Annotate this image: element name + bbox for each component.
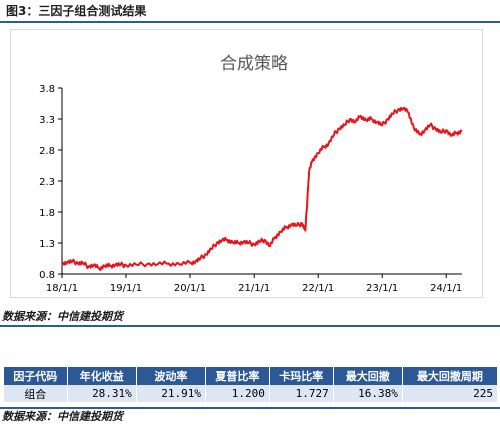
header-max-drawdown-period: 最大回撤周期 <box>402 367 499 385</box>
cell-max-drawdown-period: 225 <box>402 385 499 402</box>
mid-rule <box>0 325 500 327</box>
table-header-row: 因子代码 年化收益 波动率 夏普比率 卡玛比率 最大回撤 最大回撤周期 <box>4 367 499 385</box>
x-tick-label: 24/1/1 <box>430 283 462 294</box>
cell-sharpe: 1.200 <box>205 385 270 402</box>
header-calmar: 卡玛比率 <box>269 367 334 385</box>
cell-volatility: 21.91% <box>136 385 206 402</box>
chart-svg: 合成策略 0.8 1.3 1.8 2.3 2.8 3.3 3.8 18/1/1 19/1/1 20… <box>10 29 483 298</box>
x-tick-label: 22/1/1 <box>302 283 334 294</box>
x-tick-label: 18/1/1 <box>46 283 78 294</box>
cell-annual-return: 28.31% <box>67 385 137 402</box>
y-tick-label: 1.8 <box>39 208 55 219</box>
tick-labels: 0.8 1.3 1.8 2.3 2.8 3.3 3.8 18/1/1 19/1/1 20/1/1 2… <box>39 84 462 294</box>
y-tick-label: 3.8 <box>39 84 55 95</box>
header-factor-code: 因子代码 <box>4 367 68 385</box>
axes <box>58 87 462 278</box>
source-note-2: 数据来源：中信建投期货 <box>2 410 123 423</box>
chart-border <box>10 29 483 298</box>
header-sharpe: 夏普比率 <box>205 367 270 385</box>
top-rule <box>0 21 500 23</box>
y-tick-label: 1.3 <box>39 239 55 250</box>
cell-calmar: 1.727 <box>269 385 334 402</box>
x-tick-label: 19/1/1 <box>110 283 142 294</box>
x-tick-label: 21/1/1 <box>238 283 270 294</box>
header-annual-return: 年化收益 <box>67 367 137 385</box>
metrics-table: 因子代码 年化收益 波动率 夏普比率 卡玛比率 最大回撤 最大回撤周期 组合 2… <box>4 367 499 402</box>
y-tick-label: 3.3 <box>39 115 55 126</box>
series <box>61 106 463 272</box>
series-line <box>61 106 463 272</box>
header-volatility: 波动率 <box>136 367 206 385</box>
bottom-rule <box>0 407 500 409</box>
header-max-drawdown: 最大回撤 <box>333 367 403 385</box>
chart-title: 合成策略 <box>220 54 288 74</box>
table-row: 组合 28.31% 21.91% 1.200 1.727 16.38% 225 <box>4 385 499 402</box>
y-tick-label: 0.8 <box>39 270 55 281</box>
x-tick-label: 20/1/1 <box>174 283 206 294</box>
x-tick-label: 23/1/1 <box>366 283 398 294</box>
cell-max-drawdown: 16.38% <box>333 385 403 402</box>
chart: 合成策略 0.8 1.3 1.8 2.3 2.8 3.3 3.8 18/1/1 19/1/1 20… <box>0 24 500 300</box>
figure-title: 图3：三因子组合测试结果 <box>6 4 147 18</box>
y-tick-label: 2.8 <box>39 146 55 157</box>
y-tick-label: 2.3 <box>39 177 55 188</box>
cell-factor-code: 组合 <box>4 385 68 402</box>
source-note: 数据来源：中信建投期货 <box>2 310 123 323</box>
